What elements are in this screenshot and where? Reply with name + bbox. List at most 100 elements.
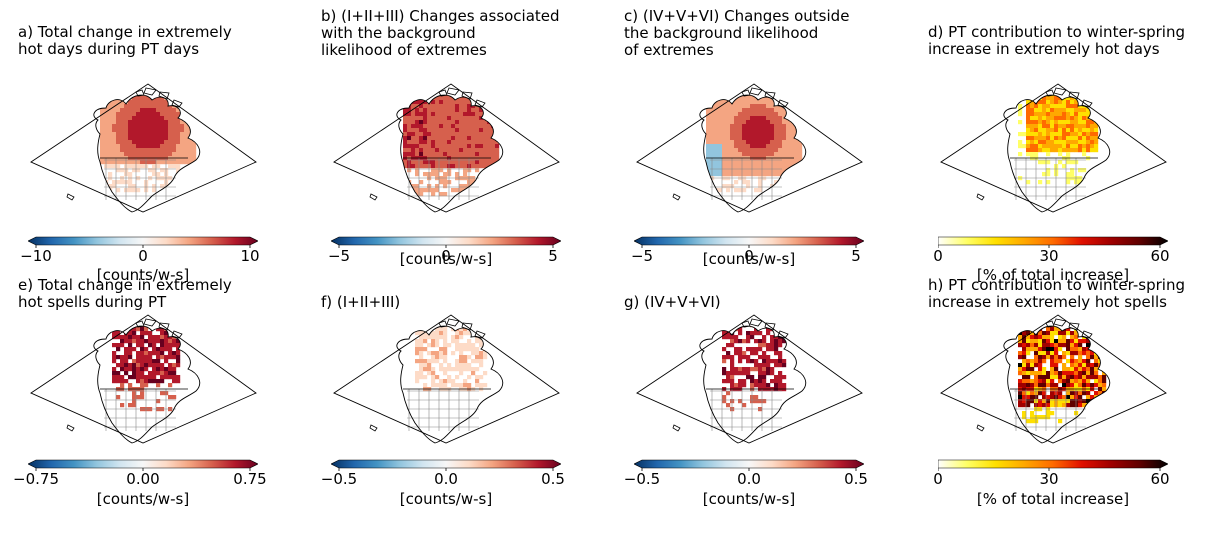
map-cell — [786, 140, 791, 145]
map-cell — [455, 144, 460, 149]
island — [1053, 318, 1067, 327]
map-cell — [1094, 96, 1099, 101]
map-cell — [160, 140, 165, 145]
map-cell — [1046, 395, 1051, 400]
map-cell — [435, 355, 440, 360]
map-cell — [435, 132, 440, 137]
map-cell — [1086, 140, 1091, 145]
map-cell — [1042, 144, 1047, 149]
map-cell — [1038, 136, 1043, 141]
map-cell — [148, 152, 153, 157]
map-cell — [774, 379, 779, 384]
map-north-america — [30, 83, 257, 213]
colorbar: −10 0 10 — [20, 233, 260, 265]
map-cell — [762, 359, 767, 364]
map-cell — [754, 351, 759, 356]
map-cell — [726, 335, 731, 340]
map-cell — [714, 108, 719, 113]
map-cell — [451, 140, 456, 145]
map-cell — [730, 128, 735, 133]
map-cell — [1070, 347, 1075, 352]
map-cell — [1026, 391, 1031, 396]
map-cell — [1046, 383, 1051, 388]
map-cell — [742, 180, 747, 185]
map-cell — [152, 116, 157, 121]
map-cell — [734, 128, 739, 133]
map-cell — [467, 120, 472, 125]
map-cell — [714, 144, 719, 149]
map-cell — [132, 335, 137, 340]
map-cell — [762, 399, 767, 404]
map-cell — [1054, 104, 1059, 109]
map-cell — [714, 128, 719, 133]
map-cell — [100, 124, 105, 129]
map-cell — [1050, 411, 1055, 416]
map-cell — [726, 108, 731, 113]
map-cell — [742, 164, 747, 169]
map-cell — [1082, 144, 1087, 149]
map-cell — [730, 112, 735, 117]
map-cell — [770, 108, 775, 113]
map-cell — [423, 172, 428, 177]
map-cell — [1022, 403, 1027, 408]
map-cell — [794, 172, 799, 177]
map-cell — [152, 164, 157, 169]
map-cell — [1086, 383, 1091, 388]
map-north-america — [636, 314, 863, 444]
map-cell — [1066, 395, 1071, 400]
map-cell — [132, 120, 137, 125]
map-cell — [774, 172, 779, 177]
map-cell — [467, 331, 472, 336]
colorbar-units: [counts/w-s] — [96, 490, 190, 508]
map-cell — [403, 148, 408, 153]
map-cell — [132, 128, 137, 133]
map-cell — [451, 152, 456, 157]
map-cell — [734, 367, 739, 372]
map-cell — [762, 100, 767, 105]
state-borders — [104, 389, 176, 431]
map-cell — [1022, 395, 1027, 400]
map-cell — [112, 95, 117, 97]
map-cell — [794, 148, 799, 153]
map-cell — [188, 144, 193, 149]
map-cell — [455, 347, 460, 352]
map-cell — [192, 156, 197, 161]
map-cell — [459, 359, 464, 364]
map-cell — [495, 112, 500, 117]
map-cell — [116, 164, 121, 169]
map-cell — [156, 148, 161, 153]
map-cell — [722, 95, 727, 97]
map-cell — [746, 140, 751, 145]
map-cell — [403, 120, 408, 125]
panel-title: f) (I+II+III) — [321, 293, 401, 311]
map-cell — [794, 100, 799, 105]
map-cell — [1026, 395, 1031, 400]
map-cell — [487, 140, 492, 145]
map-cell — [798, 96, 803, 101]
map-cell — [423, 95, 428, 97]
map-cell — [451, 379, 456, 384]
map-cell — [140, 347, 145, 352]
map-cell — [1022, 132, 1027, 137]
map-cell — [132, 347, 137, 352]
map-cell — [419, 148, 424, 153]
map-cell — [423, 100, 428, 105]
map-cell — [750, 347, 755, 352]
colorbar-tick-label: 30 — [1039, 470, 1059, 488]
map-cell — [467, 128, 472, 133]
map-cell — [180, 144, 185, 149]
map-cell — [738, 188, 743, 193]
map-cell — [1094, 104, 1099, 109]
map-cell — [148, 351, 153, 356]
map-cell — [128, 351, 133, 356]
map-cell — [758, 112, 763, 117]
map-cell — [423, 326, 428, 328]
map-cell — [467, 116, 472, 121]
map-cell — [156, 164, 161, 169]
map-cell — [730, 104, 735, 109]
map-cell — [1026, 383, 1031, 388]
map-cell — [734, 339, 739, 344]
map-cell — [794, 168, 799, 173]
map-cell — [726, 184, 731, 189]
map-cell — [403, 100, 408, 105]
